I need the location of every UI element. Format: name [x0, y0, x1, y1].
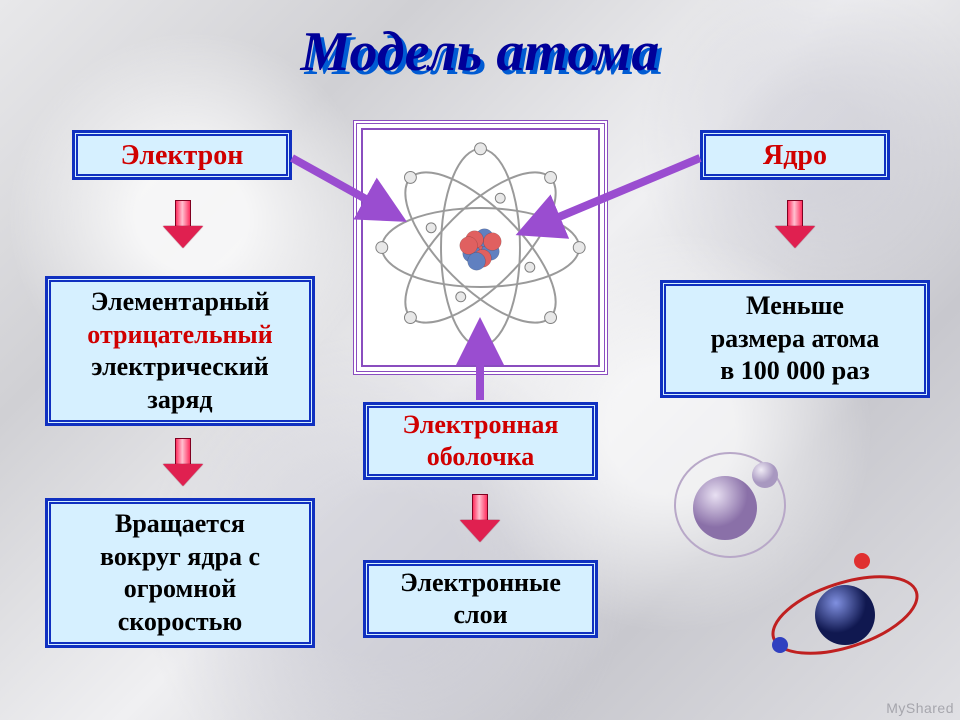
line: заряд [147, 384, 212, 417]
box-elementary: Элементарный отрицательный электрический… [45, 276, 315, 426]
watermark: MyShared [886, 700, 954, 716]
line: вокруг ядра с [100, 541, 260, 574]
box-rotates: Вращается вокруг ядра с огромной скорост… [45, 498, 315, 648]
down-arrow-icon [163, 200, 203, 250]
line: скоростью [118, 606, 243, 639]
line: огромной [124, 573, 236, 606]
box-electron-label: Электрон [121, 138, 244, 173]
page-title: Модель атома Модель атома [0, 20, 960, 84]
line: отрицательный [87, 319, 272, 352]
box-smaller: Меньше размера атома в 100 000 раз [660, 280, 930, 398]
line: Электронные [400, 567, 561, 600]
box-shell: Электронная оболочка [363, 402, 598, 480]
title-front: Модель атома [301, 21, 660, 83]
line: Вращается [115, 508, 245, 541]
line: Меньше [746, 290, 844, 323]
line: Элементарный [91, 286, 269, 319]
line: в 100 000 раз [720, 355, 869, 388]
line: размера атома [711, 323, 880, 356]
deco-atom-ringed-icon [760, 535, 930, 685]
line: слои [453, 599, 507, 632]
line: электрический [91, 351, 268, 384]
box-layers: Электронные слои [363, 560, 598, 638]
line: Электронная [403, 409, 559, 442]
atom-svg [367, 134, 594, 361]
down-arrow-icon [775, 200, 815, 250]
box-electron: Электрон [72, 130, 292, 180]
atom-illustration [353, 120, 608, 375]
down-arrow-icon [460, 494, 500, 544]
down-arrow-icon [163, 438, 203, 488]
box-nucleus-label: Ядро [763, 138, 827, 173]
box-nucleus: Ядро [700, 130, 890, 180]
line: оболочка [427, 441, 534, 474]
